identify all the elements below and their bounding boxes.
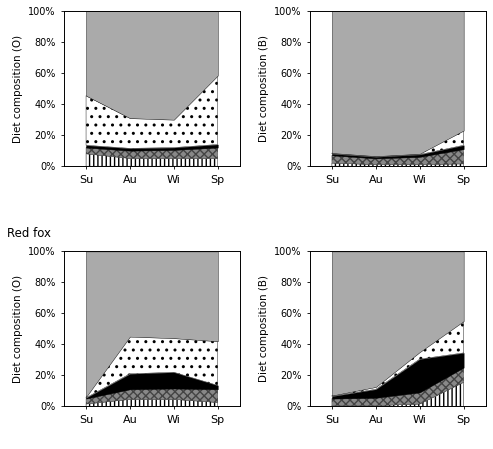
Y-axis label: Diet composition (O): Diet composition (O) — [13, 275, 23, 383]
Y-axis label: Diet composition (O): Diet composition (O) — [13, 35, 23, 143]
Y-axis label: Diet composition (B): Diet composition (B) — [259, 35, 269, 142]
Y-axis label: Diet composition (B): Diet composition (B) — [259, 275, 269, 383]
Text: Red fox: Red fox — [7, 227, 51, 240]
